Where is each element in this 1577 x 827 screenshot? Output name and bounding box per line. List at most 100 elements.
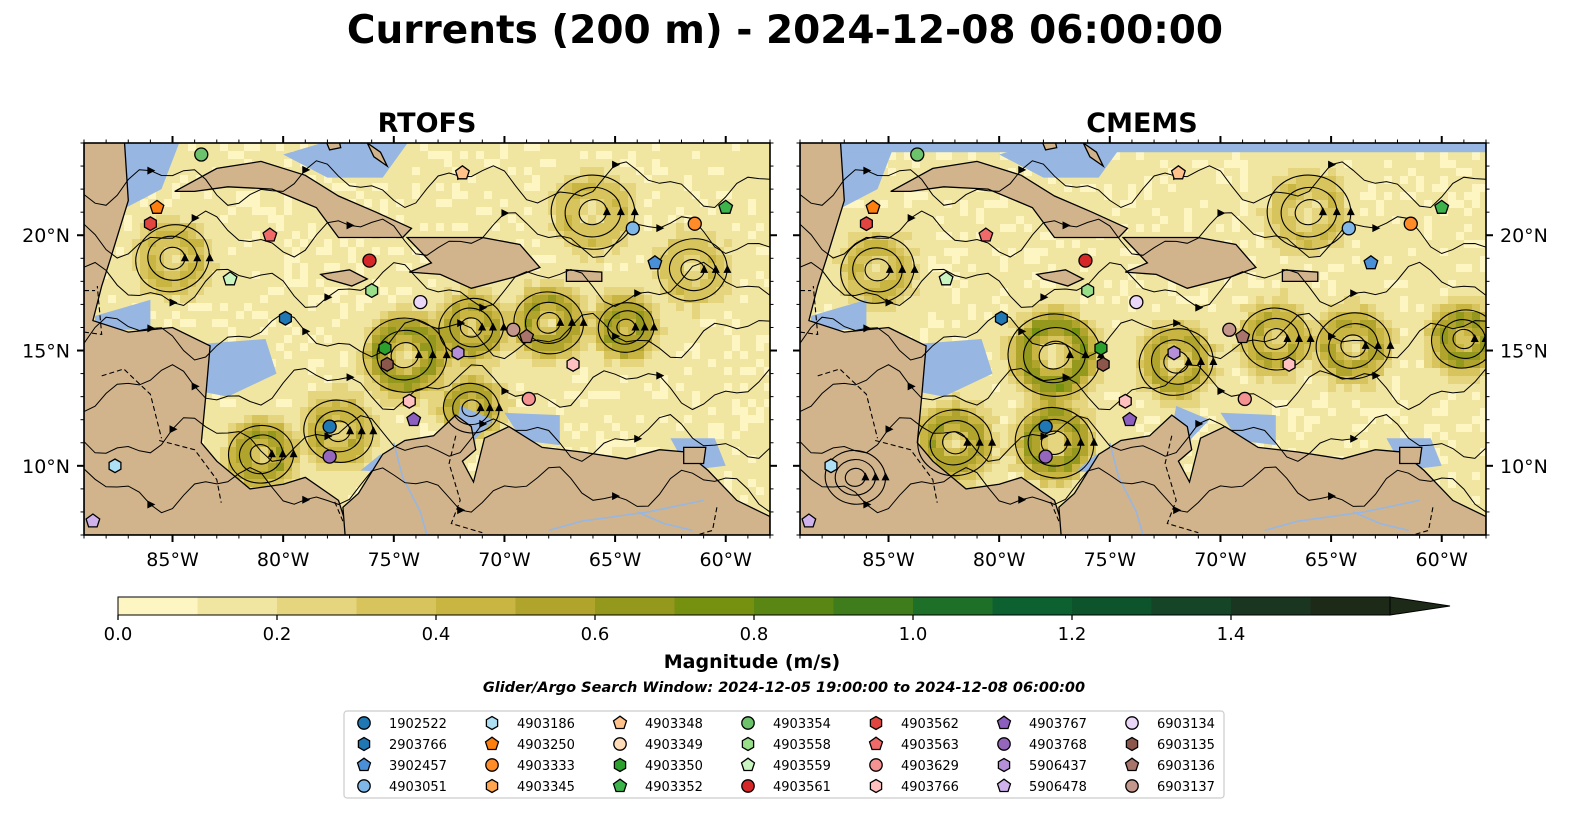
- speed-cell: [1112, 152, 1121, 161]
- speed-cell: [244, 223, 253, 232]
- speed-cell: [764, 359, 770, 368]
- speed-cell: [676, 239, 685, 248]
- speed-cell: [572, 215, 581, 224]
- speed-cell: [612, 199, 621, 208]
- speed-cell: [276, 295, 285, 304]
- speed-cell: [236, 391, 245, 400]
- speed-cell: [612, 295, 621, 304]
- speed-cell: [236, 303, 245, 312]
- speed-cell: [516, 223, 525, 232]
- speed-cell: [564, 439, 573, 448]
- speed-cell: [628, 359, 637, 368]
- speed-cell: [324, 343, 333, 352]
- speed-cell: [652, 295, 661, 304]
- speed-cell: [476, 359, 485, 368]
- speed-cell: [652, 375, 661, 384]
- speed-cell: [556, 407, 565, 416]
- speed-cell: [724, 223, 733, 232]
- speed-cell: [764, 423, 770, 432]
- speed-cell: [372, 399, 381, 408]
- speed-cell: [444, 207, 453, 216]
- speed-cell: [992, 152, 1001, 161]
- speed-cell: [444, 199, 453, 208]
- speed-cell: [204, 199, 213, 208]
- speed-cell: [508, 231, 517, 240]
- speed-cell: [1192, 176, 1201, 185]
- country-border: [448, 435, 483, 534]
- speed-cell: [228, 223, 237, 232]
- speed-cell: [596, 375, 605, 384]
- speed-cell: [164, 231, 173, 240]
- speed-cell: [708, 319, 717, 328]
- speed-cell: [716, 343, 725, 352]
- speed-cell: [468, 383, 477, 392]
- speed-cell: [1136, 184, 1145, 193]
- speed-cell: [228, 255, 237, 264]
- speed-cell: [284, 431, 293, 440]
- speed-cell: [212, 311, 221, 320]
- speed-cell: [340, 391, 349, 400]
- speed-cell: [668, 367, 677, 376]
- speed-cell: [396, 295, 405, 304]
- speed-cell: [708, 151, 717, 160]
- streamline: [442, 382, 500, 434]
- speed-cell: [764, 303, 770, 312]
- speed-cell: [1120, 160, 1129, 169]
- speed-cell: [548, 375, 557, 384]
- speed-cell: [324, 383, 333, 392]
- speed-cell: [1184, 160, 1193, 169]
- speed-cell: [476, 311, 485, 320]
- speed-cell: [620, 431, 629, 440]
- speed-cell: [508, 343, 517, 352]
- speed-cell: [612, 191, 621, 200]
- speed-cell: [508, 367, 517, 376]
- speed-cell: [596, 295, 605, 304]
- speed-cell: [300, 319, 309, 328]
- speed-cell: [572, 279, 581, 288]
- speed-cell: [732, 175, 741, 184]
- speed-cell: [308, 263, 317, 272]
- speed-cell: [188, 311, 197, 320]
- speed-cell: [652, 247, 661, 256]
- speed-cell: [700, 327, 709, 336]
- speed-cell: [388, 167, 397, 176]
- speed-cell: [188, 263, 197, 272]
- speed-cell: [260, 215, 269, 224]
- speed-cell: [1128, 184, 1137, 193]
- speed-cell: [532, 311, 541, 320]
- speed-cell: [412, 143, 421, 152]
- speed-cell: [524, 407, 533, 416]
- speed-cell: [452, 151, 461, 160]
- speed-cell: [896, 160, 905, 169]
- speed-cell: [236, 407, 245, 416]
- speed-cell: [356, 399, 365, 408]
- speed-cell: [596, 183, 605, 192]
- speed-cell: [724, 471, 733, 480]
- speed-cell: [332, 407, 341, 416]
- speed-cell: [524, 359, 533, 368]
- speed-cell: [188, 159, 197, 168]
- speed-cell: [644, 447, 653, 456]
- x-tick-label: 65°W: [589, 549, 642, 571]
- speed-cell: [976, 192, 985, 201]
- speed-cell: [660, 343, 669, 352]
- speed-cell: [700, 311, 709, 320]
- speed-cell: [324, 359, 333, 368]
- streamline-arrow: [302, 327, 311, 336]
- speed-cell: [612, 231, 621, 240]
- speed-cell: [308, 271, 317, 280]
- speed-cell: [388, 431, 397, 440]
- speed-cell: [340, 175, 349, 184]
- speed-cell: [1248, 152, 1257, 161]
- speed-cell: [548, 407, 557, 416]
- speed-cell: [628, 447, 637, 456]
- speed-cell: [564, 263, 573, 272]
- speed-cell: [436, 151, 445, 160]
- speed-cell: [148, 231, 157, 240]
- speed-cell: [332, 391, 341, 400]
- speed-cell: [588, 359, 597, 368]
- speed-cell: [564, 143, 573, 152]
- speed-cell: [476, 375, 485, 384]
- speed-cell: [748, 487, 757, 496]
- speed-cell: [604, 167, 613, 176]
